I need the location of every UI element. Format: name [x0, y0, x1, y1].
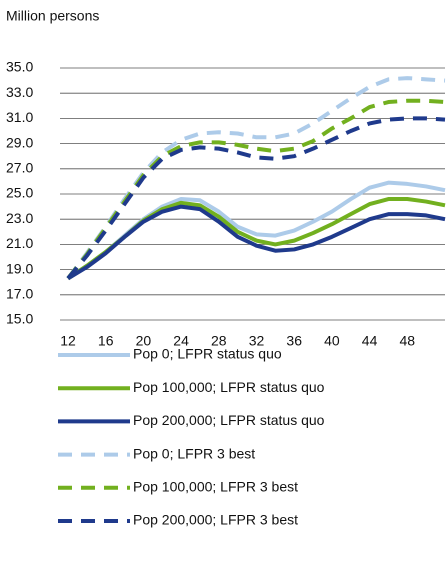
x-tick-label: 44: [362, 333, 378, 349]
y-tick-label: 25.0: [6, 185, 33, 201]
y-tick-label: 35.0: [6, 59, 33, 75]
legend-label: Pop 200,000; LFPR 3 best: [133, 512, 298, 528]
x-tick-label: 40: [324, 333, 340, 349]
legend-label: Pop 0; LFPR status quo: [133, 346, 282, 362]
series-line: [66, 204, 446, 281]
chart-subtitle: Million persons: [6, 8, 99, 24]
y-tick-label: 29.0: [6, 134, 33, 150]
x-tick-label: 20: [136, 333, 152, 349]
x-tick-label: 12: [60, 333, 76, 349]
legend-label: Pop 100,000; LFPR status quo: [133, 379, 325, 395]
series-line: [66, 76, 446, 280]
legend-label: Pop 0; LFPR 3 best: [133, 445, 255, 461]
x-tick-label: 48: [400, 333, 416, 349]
y-tick-label: 33.0: [6, 84, 33, 100]
series-line: [66, 98, 446, 280]
x-tick-label: 24: [173, 333, 189, 349]
y-tick-label: 23.0: [6, 210, 33, 226]
x-tick-label: 32: [249, 333, 265, 349]
x-tick-label: 16: [98, 333, 114, 349]
x-tick-label: 36: [286, 333, 302, 349]
x-tick-label: 28: [211, 333, 227, 349]
y-tick-label: 21.0: [6, 235, 33, 251]
legend-label: Pop 200,000; LFPR status quo: [133, 412, 325, 428]
y-tick-label: 27.0: [6, 160, 33, 176]
y-tick-label: 19.0: [6, 260, 33, 276]
legend-label: Pop 100,000; LFPR 3 best: [133, 479, 298, 495]
y-tick-label: 31.0: [6, 109, 33, 125]
y-tick-label: 15.0: [6, 311, 33, 327]
y-tick-label: 17.0: [6, 286, 33, 302]
series-line: [66, 116, 446, 280]
